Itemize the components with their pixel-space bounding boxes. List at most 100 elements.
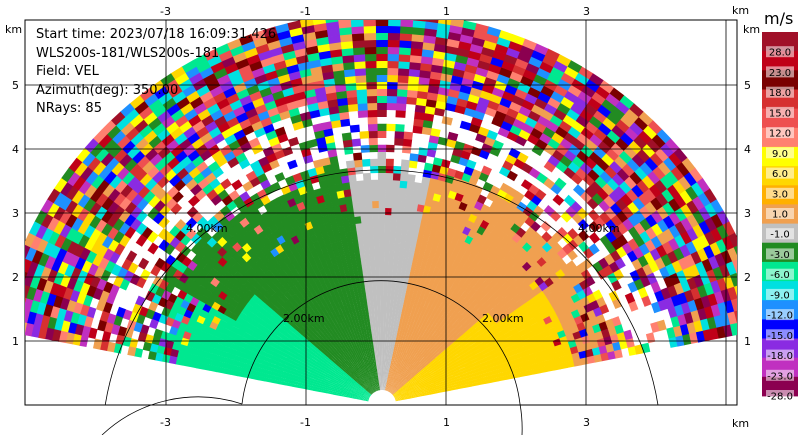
- radar-gate-cell: [425, 343, 432, 351]
- colorbar-label-bg: [766, 268, 794, 280]
- radar-gate-cell: [367, 116, 378, 125]
- radar-gate-cell: [354, 396, 362, 400]
- radar-gate-cell: [282, 282, 292, 292]
- radar-gate-cell: [493, 315, 503, 324]
- radar-gate-cell: [372, 214, 379, 223]
- radar-gate-cell: [556, 102, 571, 115]
- radar-gate-cell: [306, 190, 317, 200]
- radar-gate-cell: [217, 337, 227, 346]
- radar-gate-cell: [431, 313, 439, 322]
- radar-gate-cell: [432, 361, 440, 368]
- radar-gate-cell: [306, 386, 314, 391]
- radar-gate-cell: [326, 273, 334, 282]
- radar-gate-cell: [274, 172, 286, 183]
- radar-gate-cell: [203, 138, 217, 151]
- radar-gate-cell: [526, 133, 540, 146]
- radar-gate-cell: [413, 371, 421, 378]
- radar-gate-cell: [521, 122, 534, 135]
- radar-gate-cell: [450, 364, 458, 371]
- colorbar-label-bg: [766, 187, 794, 199]
- radar-gate-cell: [289, 366, 298, 373]
- radar-gate-cell: [341, 389, 350, 393]
- radar-gate-cell: [332, 286, 339, 295]
- radar-gate-cell: [287, 355, 296, 362]
- radar-gate-cell: [587, 97, 602, 111]
- radar-gate-cell: [303, 88, 317, 99]
- radar-gate-cell: [442, 59, 456, 69]
- radar-gate-cell: [459, 327, 468, 336]
- radar-gate-cell: [592, 289, 603, 301]
- radar-gate-cell: [461, 375, 470, 380]
- radar-gate-cell: [363, 382, 369, 389]
- radar-gate-cell: [642, 263, 654, 276]
- radar-gate-cell: [76, 147, 91, 163]
- x-tick-bottom-neg1: -1: [300, 416, 311, 429]
- radar-gate-cell: [344, 360, 351, 368]
- radar-gate-cell: [286, 318, 295, 327]
- radar-gate-cell: [300, 75, 314, 85]
- radar-gate-cell: [72, 279, 84, 293]
- radar-gate-cell: [465, 348, 474, 356]
- radar-gate-cell: [433, 107, 446, 117]
- radar-gate-cell: [416, 203, 425, 213]
- radar-gate-cell: [396, 215, 404, 224]
- radar-gate-cell: [125, 250, 138, 263]
- radar-gate-cell: [454, 253, 464, 263]
- radar-gate-cell: [409, 209, 417, 218]
- radar-gate-cell: [74, 323, 85, 336]
- radar-gate-cell: [386, 383, 390, 391]
- radar-gate-cell: [379, 270, 385, 278]
- radar-gate-cell: [621, 242, 634, 255]
- colorbar-label: -9.0: [770, 290, 790, 301]
- radar-gate-cell: [288, 352, 297, 359]
- radar-gate-cell: [253, 127, 266, 138]
- radar-gate-cell: [358, 201, 367, 210]
- radar-gate-cell: [364, 250, 371, 258]
- radar-gate-cell: [392, 264, 398, 272]
- radar-gate-cell: [153, 200, 166, 213]
- radar-gate-cell: [643, 251, 655, 264]
- radar-gate-cell: [328, 155, 339, 165]
- radar-gate-cell: [460, 372, 469, 378]
- radar-gate-cell: [513, 158, 525, 170]
- radar-gate-cell: [129, 95, 145, 110]
- radar-gate-cell: [332, 205, 341, 214]
- radar-gate-cell: [423, 248, 431, 258]
- radar-gate-cell: [464, 312, 473, 321]
- radar-gate-cell: [317, 359, 325, 366]
- radar-gate-cell: [221, 251, 233, 263]
- radar-gate-cell: [161, 133, 175, 147]
- radar-gate-cell: [394, 372, 399, 380]
- radar-gate-cell: [397, 208, 405, 217]
- radar-gate-cell: [515, 111, 529, 124]
- radar-gate-cell: [191, 120, 206, 133]
- radar-gate-cell: [433, 186, 444, 196]
- radar-gate-cell: [350, 340, 356, 348]
- radar-gate-cell: [518, 328, 528, 337]
- radar-gate-cell: [599, 170, 613, 184]
- colorbar-label-bg: [766, 248, 794, 260]
- radar-gate-cell: [354, 68, 366, 77]
- radar-gate-cell: [510, 302, 520, 312]
- radar-gate-cell: [249, 285, 259, 295]
- radar-gate-cell: [393, 364, 398, 372]
- radar-gate-cell: [226, 256, 238, 267]
- radar-gate-cell: [444, 332, 453, 341]
- radar-gate-cell: [335, 240, 344, 250]
- radar-gate-cell: [438, 346, 446, 354]
- radar-gate-cell: [220, 300, 230, 310]
- radar-gate-cell: [367, 371, 371, 379]
- radar-gate-cell: [422, 371, 430, 378]
- radar-gate-cell: [679, 243, 691, 258]
- radar-gate-cell: [156, 110, 171, 124]
- radar-gate-cell: [493, 341, 502, 349]
- radar-gate-cell: [403, 330, 408, 338]
- radar-gate-cell: [475, 373, 484, 380]
- radar-gate-cell: [343, 146, 354, 155]
- radar-gate-cell: [624, 108, 639, 123]
- radar-gate-cell: [489, 278, 499, 288]
- radar-gate-cell: [314, 303, 322, 312]
- radar-gate-cell: [275, 289, 284, 298]
- radar-gate-cell: [422, 350, 429, 358]
- radar-gate-cell: [605, 218, 617, 232]
